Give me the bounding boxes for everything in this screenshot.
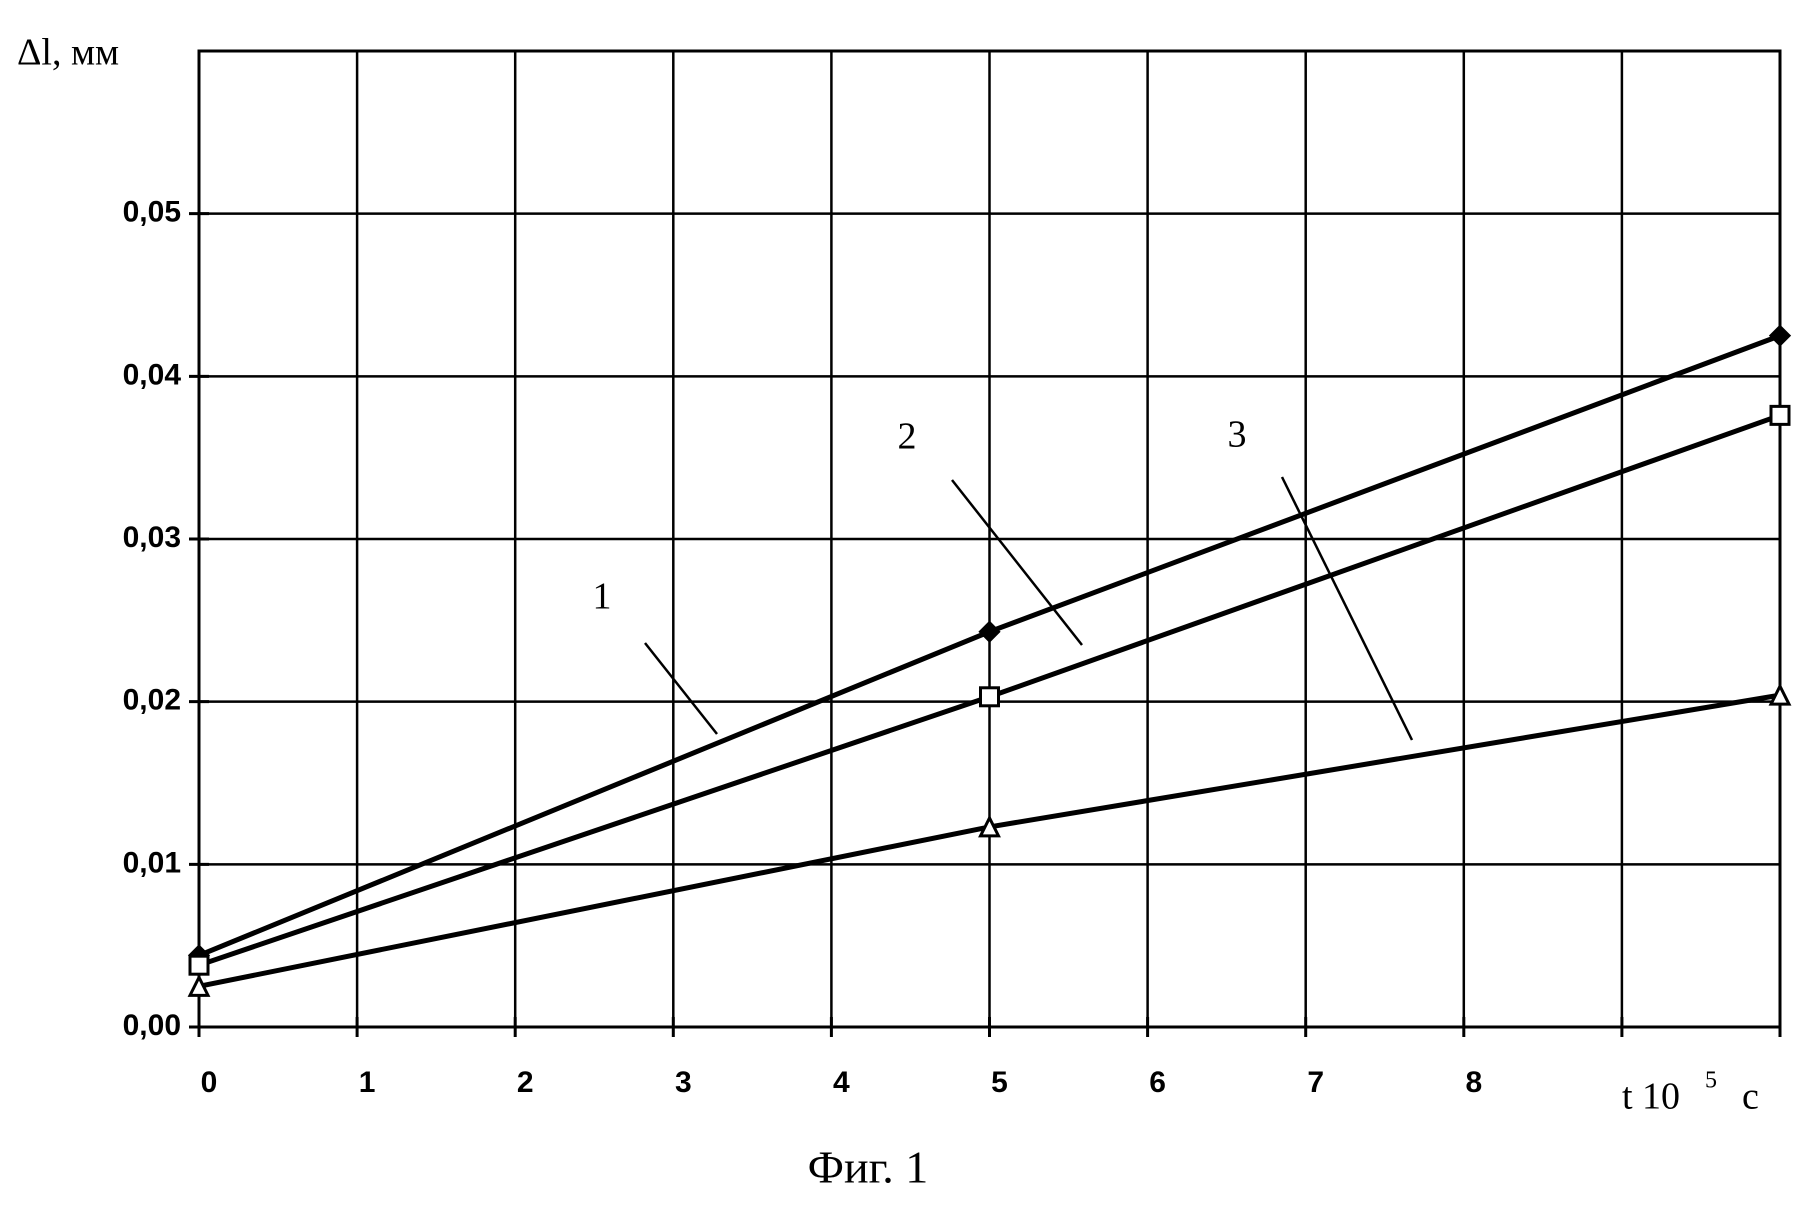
y-tick-label: 0,02 [123,684,181,717]
x-tick-label: 8 [1465,1066,1482,1099]
marker [981,688,999,706]
x-axis-label-unit: с [1742,1076,1759,1118]
x-tick-label: 1 [359,1066,376,1099]
x-tick-label: 0 [201,1066,218,1099]
y-tick-label: 0,04 [123,358,182,391]
x-axis-label-exponent: 5 [1705,1068,1717,1094]
leader-line [645,643,717,734]
series-label: 3 [1228,414,1247,456]
y-tick-label: 0,01 [123,846,181,879]
y-tick-label: 0,03 [123,521,181,554]
x-tick-label: 5 [991,1066,1008,1099]
marker [1771,327,1789,345]
y-axis-label: Δl, мм [17,32,119,74]
x-tick-label: 6 [1149,1066,1166,1099]
x-tick-label: 3 [675,1066,692,1099]
x-tick-label: 7 [1307,1066,1324,1099]
marker [1771,406,1789,424]
x-tick-label: 4 [833,1066,850,1099]
caption: Фиг. 1 [808,1142,929,1193]
x-axis-label: t 10 [1622,1076,1680,1118]
marker [190,956,208,974]
y-tick-label: 0,00 [123,1009,181,1042]
x-tick-label: 2 [517,1066,534,1099]
y-tick-label: 0,05 [123,196,181,229]
chart: Δl, мм Фиг. 1 t 10 5 с 0,00 0,01 0,02 0,03 0… [0,0,1805,1211]
series-label: 1 [593,576,612,618]
marker [981,623,999,641]
series-label: 2 [898,416,917,458]
